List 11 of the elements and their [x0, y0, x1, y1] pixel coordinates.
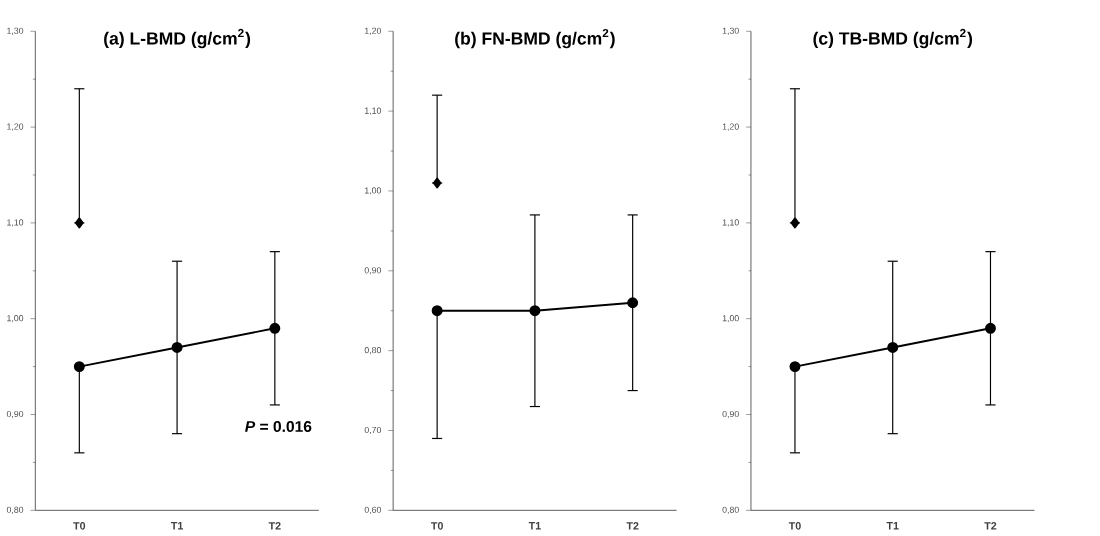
- point: [789, 361, 801, 373]
- point: [627, 297, 639, 309]
- chart-title: (a) L-BMD (g/cm$^{2}$): [104, 28, 251, 49]
- chart-title: (b) FN-BMD (g/cm$^{2}$): [455, 28, 615, 49]
- point: [171, 341, 183, 353]
- point: [985, 322, 996, 334]
- point: [887, 341, 899, 353]
- point: [431, 305, 443, 317]
- chart-title: (c) TB-BMD (g/cm$^{2}$): [813, 28, 973, 49]
- point: [529, 305, 541, 317]
- point: [269, 322, 281, 334]
